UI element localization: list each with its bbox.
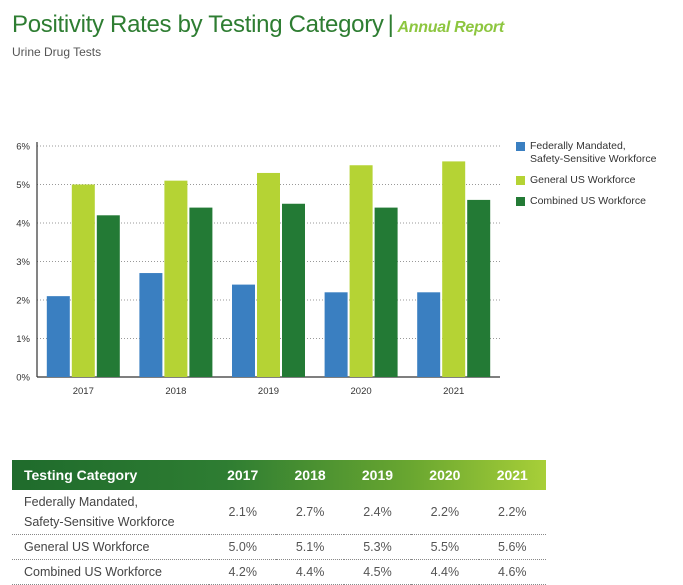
category-line: Combined US Workforce — [24, 565, 163, 579]
x-tick-label: 2021 — [443, 386, 464, 397]
header-cell-year: 2018 — [294, 467, 326, 483]
bar — [46, 296, 70, 377]
legend-swatch — [516, 176, 525, 185]
bar — [442, 161, 466, 377]
data-table: Testing Category 2017 2018 2019 2020 2021 Fed… — [12, 460, 546, 585]
y-tick-label: 3% — [16, 257, 30, 268]
header-cell-year: 2019 — [361, 467, 394, 483]
bar — [139, 273, 163, 377]
header-cell-year: 2021 — [496, 467, 528, 483]
table-cell: 5.6% — [478, 534, 546, 560]
chart-subtitle: Urine Drug Tests — [12, 45, 102, 59]
y-tick-label: 0% — [16, 373, 30, 384]
table-cell: 2.4% — [343, 490, 412, 535]
legend-swatch — [516, 142, 525, 151]
bar-chart: 0% 1% 2% 3% 4% 5% 6% 2017 2018 2019 2020 2021 — [16, 142, 500, 397]
table-cell: 2.1% — [209, 490, 277, 535]
table-cell: 2.2% — [478, 490, 546, 535]
bar — [374, 207, 398, 377]
bar — [349, 165, 373, 377]
title-text: Positivity Rates by Testing Category — [12, 11, 384, 38]
table-row: General US Workforce 5.0% 5.1% 5.3% 5.5% 5.6% — [12, 534, 546, 560]
y-tick-label: 1% — [16, 334, 30, 345]
bar — [71, 184, 95, 377]
bar — [324, 292, 348, 377]
header-cell-category: Testing Category — [24, 467, 138, 483]
category-line: General US Workforce — [24, 540, 150, 554]
row-category: Federally Mandated, Safety-Sensitive Work… — [12, 490, 209, 535]
table-row: Federally Mandated, Safety-Sensitive Work… — [12, 490, 546, 535]
legend-label: Combined US Workforce — [530, 195, 646, 207]
table-cell: 5.1% — [276, 534, 344, 560]
table-cell: 2.7% — [276, 490, 344, 535]
y-tick-label: 4% — [16, 219, 30, 230]
title-separator: | — [387, 11, 394, 38]
table-cell: 2.2% — [411, 490, 479, 535]
table-cell: 5.5% — [411, 534, 479, 560]
bar — [189, 207, 213, 377]
legend-swatch — [516, 197, 525, 206]
table-cell: 5.0% — [209, 534, 277, 560]
bar — [257, 172, 280, 377]
legend-label: General US Workforce — [530, 174, 636, 186]
report-label: Annual Report — [397, 19, 505, 36]
legend-item: Federally Mandated, Safety-Sensitive Work… — [516, 140, 683, 166]
header-cell-year: 2020 — [429, 467, 461, 483]
legend-item: General US Workforce — [516, 174, 683, 187]
bar — [96, 215, 120, 377]
bar — [164, 180, 188, 377]
row-category: General US Workforce — [12, 534, 209, 560]
chart-title: Positivity Rates by Testing Category | Ann… — [12, 11, 504, 39]
y-tick-label: 5% — [16, 180, 30, 191]
bar — [282, 203, 305, 377]
legend-label: Federally Mandated, — [530, 140, 626, 152]
y-tick-label: 2% — [16, 296, 30, 307]
category-line: Safety-Sensitive Workforce — [24, 515, 175, 529]
table-header-row: Testing Category 2017 2018 2019 2020 2021 — [12, 460, 546, 490]
chart-legend: Federally Mandated, Safety-Sensitive Work… — [516, 140, 683, 216]
category-line: Federally Mandated, — [24, 495, 138, 509]
legend-item: Combined US Workforce — [516, 195, 683, 208]
bar — [417, 292, 441, 377]
header-cell-year: 2017 — [227, 467, 259, 483]
x-tick-label: 2019 — [258, 386, 279, 397]
x-tick-label: 2020 — [351, 386, 372, 397]
y-tick-label: 6% — [16, 142, 30, 153]
legend-label: Safety-Sensitive Workforce — [530, 153, 657, 165]
bar — [232, 284, 255, 377]
table-cell: 5.3% — [343, 534, 412, 560]
x-tick-label: 2018 — [165, 386, 186, 397]
bar — [467, 199, 491, 377]
x-tick-label: 2017 — [73, 386, 94, 397]
